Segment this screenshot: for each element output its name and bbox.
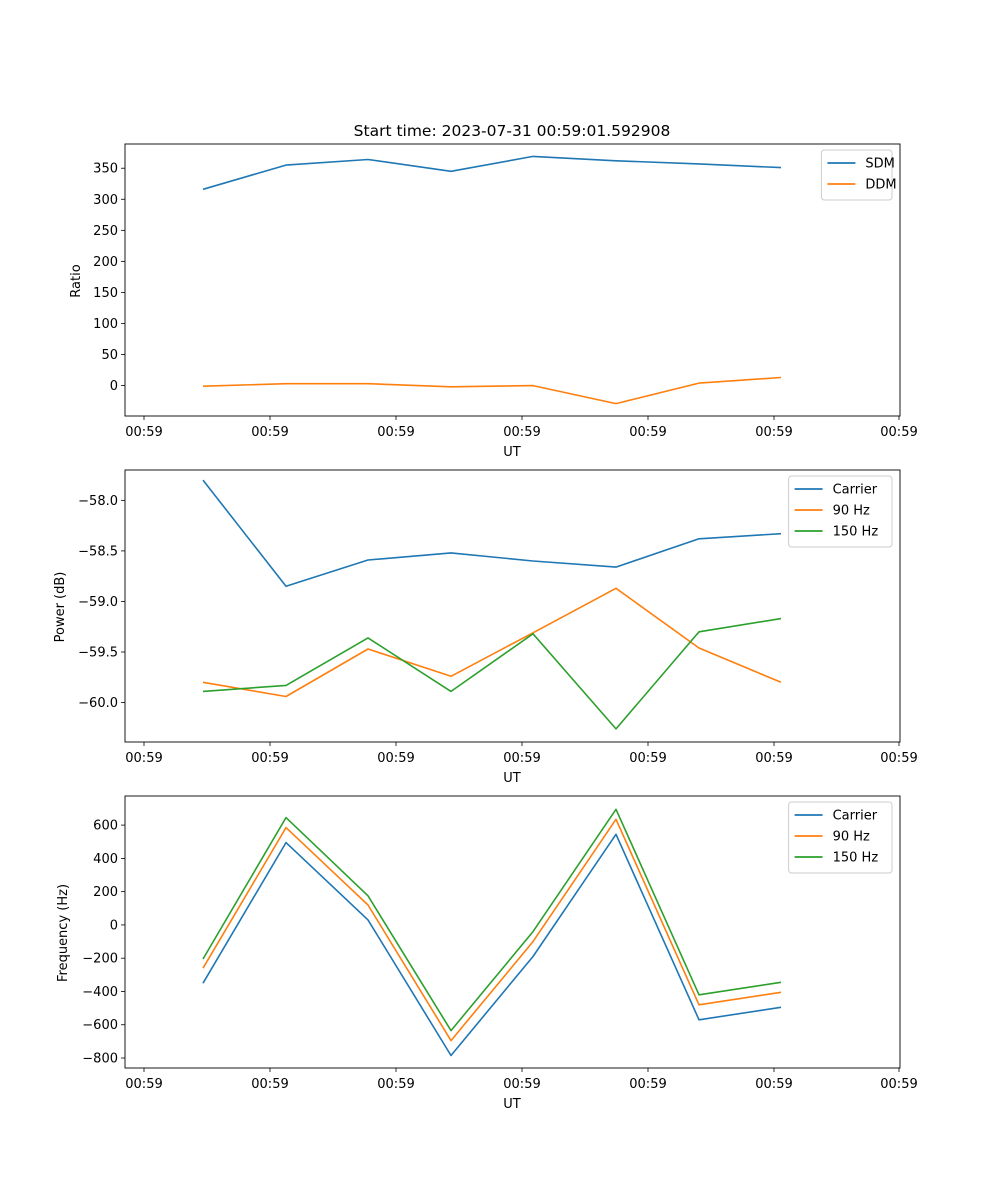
- power-legend: Carrier 90 Hz 150 Hz: [788, 475, 893, 548]
- power-y-tick-label: −58.5: [78, 544, 118, 559]
- ratio-series-ddm-line: [202, 376, 782, 405]
- frequency-axes-frame: [124, 795, 901, 1069]
- ratio-series-sdm-line: [202, 155, 782, 191]
- ratio-axes-frame: [124, 143, 901, 417]
- power-y-tick-label: −59.0: [78, 595, 118, 610]
- frequency-x-axis-label: UT: [503, 1097, 521, 1112]
- ratio-x-tick-label: 00:59: [880, 425, 917, 440]
- frequency-legend-label-150-hz: 150 Hz: [833, 851, 879, 866]
- power-panel: −60.0 −59.5 −59.0 −58.5 −58.0 00:59 00:59 00:59…: [53, 469, 918, 786]
- ratio-plot-area: 0 50 100 150 200 250 300 350 00:59 00:59 00:59 00:5…: [93, 143, 918, 440]
- frequency-legend-label-90-hz: 90 Hz: [833, 830, 870, 845]
- frequency-y-tick-label: −800: [82, 1052, 118, 1067]
- power-x-tick-label: 00:59: [251, 751, 288, 766]
- ratio-x-tick-label: 00:59: [629, 425, 666, 440]
- frequency-x-tick-label: 00:59: [377, 1077, 414, 1092]
- ratio-legend-label-sdm: SDM: [865, 157, 894, 172]
- power-x-tick-label: 00:59: [503, 751, 540, 766]
- frequency-x-tick-label: 00:59: [251, 1077, 288, 1092]
- frequency-x-tick-label: 00:59: [629, 1077, 666, 1092]
- power-series-150-hz-line: [202, 617, 782, 730]
- frequency-x-tick-label: 00:59: [503, 1077, 540, 1092]
- frequency-y-tick-label: −200: [82, 952, 118, 967]
- power-legend-label-150-hz: 150 Hz: [833, 525, 879, 540]
- power-x-tick-label: 00:59: [755, 751, 792, 766]
- frequency-plot-area: −800 −600 −400 −200 0 200 400 600 00:59 00:59 00:5…: [82, 795, 918, 1092]
- ratio-y-tick-label: 250: [93, 224, 118, 239]
- power-y-axis-label: Power (dB): [53, 572, 68, 643]
- power-plot-area: −60.0 −59.5 −59.0 −58.5 −58.0 00:59 00:59 00:59…: [78, 469, 918, 766]
- power-x-axis-label: UT: [503, 771, 521, 786]
- frequency-y-tick-label: 200: [93, 885, 118, 900]
- ratio-legend-label-ddm: DDM: [865, 178, 896, 193]
- frequency-x-tick-label: 00:59: [880, 1077, 917, 1092]
- power-series-90-hz-line: [202, 587, 782, 698]
- frequency-y-tick-label: 600: [93, 819, 118, 834]
- power-x-tick-label: 00:59: [629, 751, 666, 766]
- chart-title: Start time: 2023-07-31 00:59:01.592908: [354, 122, 671, 140]
- power-y-tick-label: −59.5: [78, 646, 118, 661]
- frequency-y-tick-label: 0: [110, 918, 118, 933]
- frequency-y-axis-label: Frequency (Hz): [56, 884, 71, 982]
- frequency-legend-box: [788, 801, 893, 874]
- frequency-legend-label-carrier: Carrier: [833, 809, 878, 824]
- power-y-tick-label: −60.0: [78, 696, 118, 711]
- power-x-tick-label: 00:59: [377, 751, 414, 766]
- ratio-y-tick-label: 150: [93, 286, 118, 301]
- frequency-series-carrier-line: [202, 833, 782, 1057]
- ratio-y-tick-label: 300: [93, 193, 118, 208]
- ratio-y-tick-label: 50: [101, 348, 118, 363]
- ratio-y-tick-label: 200: [93, 255, 118, 270]
- frequency-x-tick-label: 00:59: [125, 1077, 162, 1092]
- frequency-panel: −800 −600 −400 −200 0 200 400 600 00:59 00:59 00:5…: [56, 795, 918, 1112]
- power-axes-frame: [124, 469, 901, 743]
- frequency-legend: Carrier 90 Hz 150 Hz: [788, 801, 893, 874]
- frequency-series-90-hz-line: [202, 818, 782, 1042]
- ratio-legend: SDM DDM: [820, 149, 897, 201]
- ratio-y-tick-label: 100: [93, 317, 118, 332]
- ratio-x-tick-label: 00:59: [755, 425, 792, 440]
- power-x-tick-label: 00:59: [880, 751, 917, 766]
- power-legend-label-90-hz: 90 Hz: [833, 504, 870, 519]
- ratio-x-tick-label: 00:59: [503, 425, 540, 440]
- frequency-x-tick-label: 00:59: [755, 1077, 792, 1092]
- ratio-panel: Start time: 2023-07-31 00:59:01.592908 0…: [69, 122, 918, 460]
- frequency-y-tick-label: 400: [93, 852, 118, 867]
- frequency-y-tick-label: −400: [82, 985, 118, 1000]
- power-x-tick-label: 00:59: [125, 751, 162, 766]
- ratio-y-tick-label: 0: [110, 379, 118, 394]
- frequency-y-tick-label: −600: [82, 1018, 118, 1033]
- ratio-x-tick-label: 00:59: [251, 425, 288, 440]
- power-legend-box: [788, 475, 893, 548]
- ratio-y-tick-label: 350: [93, 162, 118, 177]
- power-legend-label-carrier: Carrier: [833, 483, 878, 498]
- power-series-carrier-line: [202, 479, 782, 588]
- ratio-x-tick-label: 00:59: [125, 425, 162, 440]
- frequency-series-150-hz-line: [202, 808, 782, 1032]
- ratio-x-axis-label: UT: [503, 445, 521, 460]
- power-y-tick-label: −58.0: [78, 494, 118, 509]
- ratio-y-axis-label: Ratio: [69, 264, 84, 297]
- ratio-x-tick-label: 00:59: [377, 425, 414, 440]
